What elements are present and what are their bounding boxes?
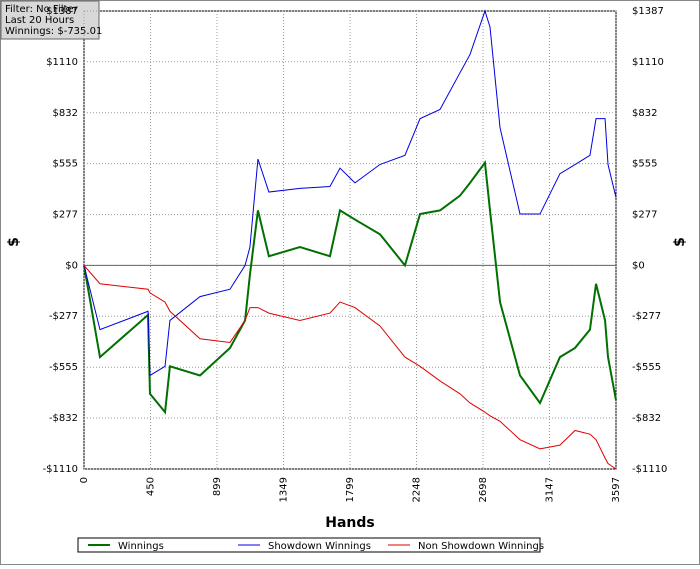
y-tick-label: -$1110 bbox=[43, 464, 78, 475]
info: Last 20 Hours bbox=[5, 15, 74, 26]
y-tick-label: -$1110 bbox=[632, 464, 667, 475]
legend-label: Showdown Winnings bbox=[268, 541, 371, 552]
info: Winnings: $-735.01 bbox=[5, 26, 102, 37]
y-tick-label: $1110 bbox=[632, 57, 664, 68]
y-tick-label: $1387 bbox=[46, 6, 78, 17]
x-tick-label: 450 bbox=[146, 477, 157, 496]
y-tick-label: $277 bbox=[53, 210, 78, 221]
y-tick-label: $0 bbox=[65, 260, 78, 271]
y-tick-label: $1110 bbox=[46, 57, 78, 68]
y-tick-label: -$832 bbox=[632, 413, 661, 424]
legend-label: Winnings bbox=[118, 541, 164, 552]
x-tick-label: 3597 bbox=[611, 477, 622, 502]
y-tick-label: -$277 bbox=[49, 311, 78, 322]
y-axis-label: $ bbox=[672, 237, 688, 247]
x-tick-label: 3147 bbox=[544, 477, 555, 502]
y-tick-label: -$555 bbox=[632, 362, 661, 373]
info: Filter: No Filter bbox=[5, 4, 79, 15]
y-tick-label: -$832 bbox=[49, 413, 78, 424]
y-tick-label: $1387 bbox=[632, 6, 664, 17]
x-axis-label: Hands bbox=[325, 515, 375, 531]
x-tick-label: 0 bbox=[79, 477, 90, 483]
x-tick-label: 1799 bbox=[345, 477, 356, 502]
legend-label: Non Showdown Winnings bbox=[418, 541, 544, 552]
x-tick-label: 1349 bbox=[279, 477, 290, 502]
y-tick-label: $832 bbox=[53, 108, 78, 119]
y-tick-label: $277 bbox=[632, 210, 657, 221]
y-tick-label: $555 bbox=[53, 159, 78, 170]
series-line bbox=[83, 9, 617, 377]
legend bbox=[77, 537, 541, 553]
y-tick-label: $832 bbox=[632, 108, 657, 119]
x-tick-label: 899 bbox=[212, 477, 223, 496]
y-tick-label: -$555 bbox=[49, 362, 78, 373]
y-tick-label: $0 bbox=[632, 260, 645, 271]
y-axis-label: $ bbox=[6, 237, 22, 247]
info-box bbox=[0, 0, 100, 40]
x-tick-label: 2248 bbox=[411, 477, 422, 502]
series-line bbox=[83, 160, 617, 415]
y-tick-label: -$277 bbox=[632, 311, 661, 322]
y-tick-label: $555 bbox=[632, 159, 657, 170]
x-tick-label: 2698 bbox=[478, 477, 489, 502]
series-line bbox=[83, 265, 617, 470]
